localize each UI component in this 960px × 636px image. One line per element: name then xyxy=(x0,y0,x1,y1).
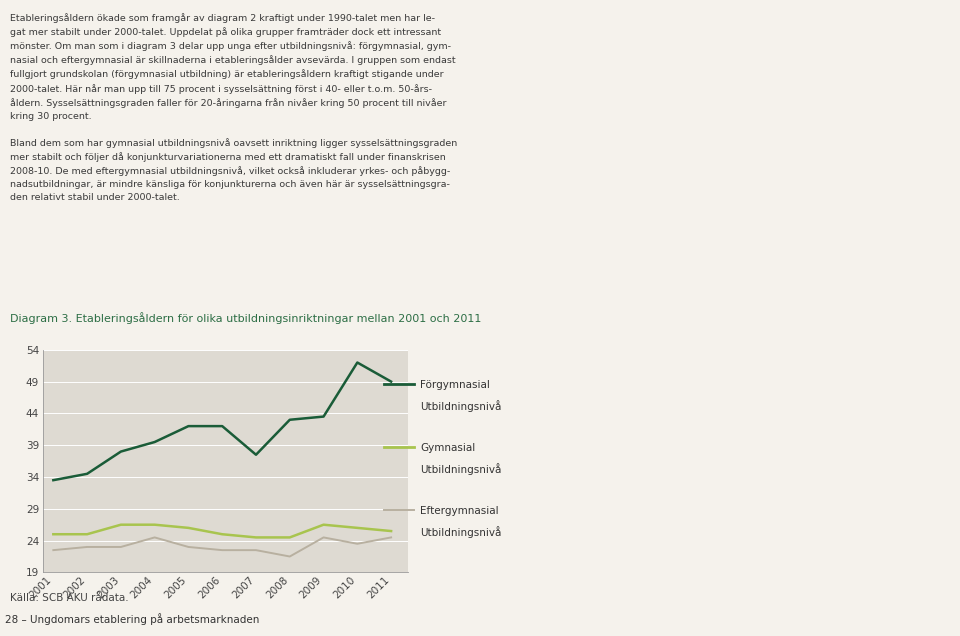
Text: Diagram 3. Etableringsåldern för olika utbildningsinriktningar mellan 2001 och 2: Diagram 3. Etableringsåldern för olika u… xyxy=(10,312,481,324)
Text: 28 – Ungdomars etablering på arbetsmarknaden: 28 – Ungdomars etablering på arbetsmarkn… xyxy=(6,613,259,625)
Text: Utbildningsnivå: Utbildningsnivå xyxy=(420,464,502,475)
Text: Utbildningsnivå: Utbildningsnivå xyxy=(420,401,502,412)
Text: Eftergymnasial: Eftergymnasial xyxy=(420,506,499,516)
Text: Utbildningsnivå: Utbildningsnivå xyxy=(420,527,502,538)
Text: Källa: SCB AKU rådata.: Källa: SCB AKU rådata. xyxy=(10,593,129,603)
Text: Etableringsåldern ökade som framgår av diagram 2 kraftigt under 1990-talet men h: Etableringsåldern ökade som framgår av d… xyxy=(10,13,457,202)
Text: Förgymnasial: Förgymnasial xyxy=(420,380,491,391)
Text: Gymnasial: Gymnasial xyxy=(420,443,475,453)
